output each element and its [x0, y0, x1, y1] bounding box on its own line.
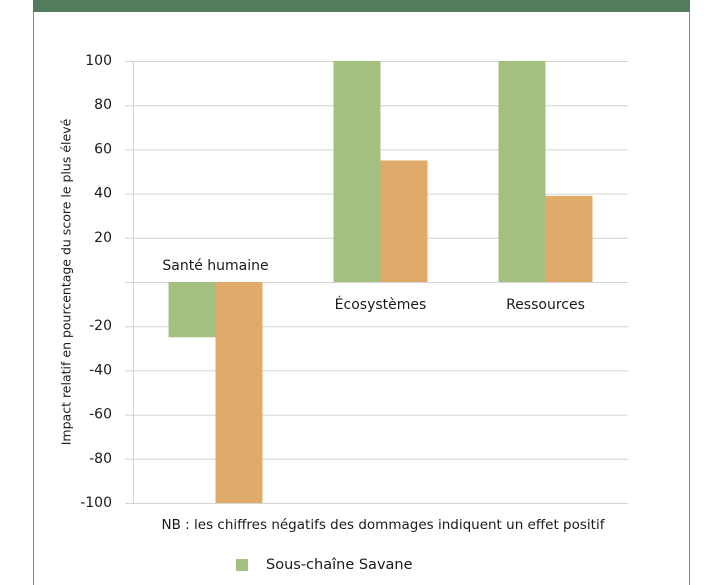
y-tick-label: -20 [89, 318, 112, 334]
bar [380, 160, 428, 282]
y-tick-label: 100 [85, 53, 112, 69]
legend-label: Sous-chaîne Savane [266, 557, 413, 573]
y-tick-label: -40 [89, 362, 112, 378]
bar [498, 61, 546, 282]
y-tick-label: -60 [89, 407, 112, 423]
y-axis-title: Impact relatif en pourcentage du score l… [59, 118, 74, 445]
legend-swatch [236, 559, 248, 571]
y-tick-label: -80 [89, 451, 112, 467]
bar [168, 282, 216, 338]
y-tick-label: 60 [94, 141, 112, 157]
y-tick-label: 20 [94, 230, 112, 246]
y-tick-label: 80 [94, 97, 112, 113]
bar [215, 282, 263, 503]
y-tick-label: 40 [94, 186, 112, 202]
bar [545, 195, 593, 282]
note: NB : les chiffres négatifs des dommages … [162, 517, 606, 533]
y-tick-label: -100 [80, 495, 112, 511]
x-tick-label: Santé humaine [162, 258, 268, 274]
bar [333, 61, 381, 282]
header-band [33, 0, 690, 12]
x-tick-label: Écosystèmes [335, 296, 427, 313]
x-tick-label: Ressources [506, 297, 585, 313]
